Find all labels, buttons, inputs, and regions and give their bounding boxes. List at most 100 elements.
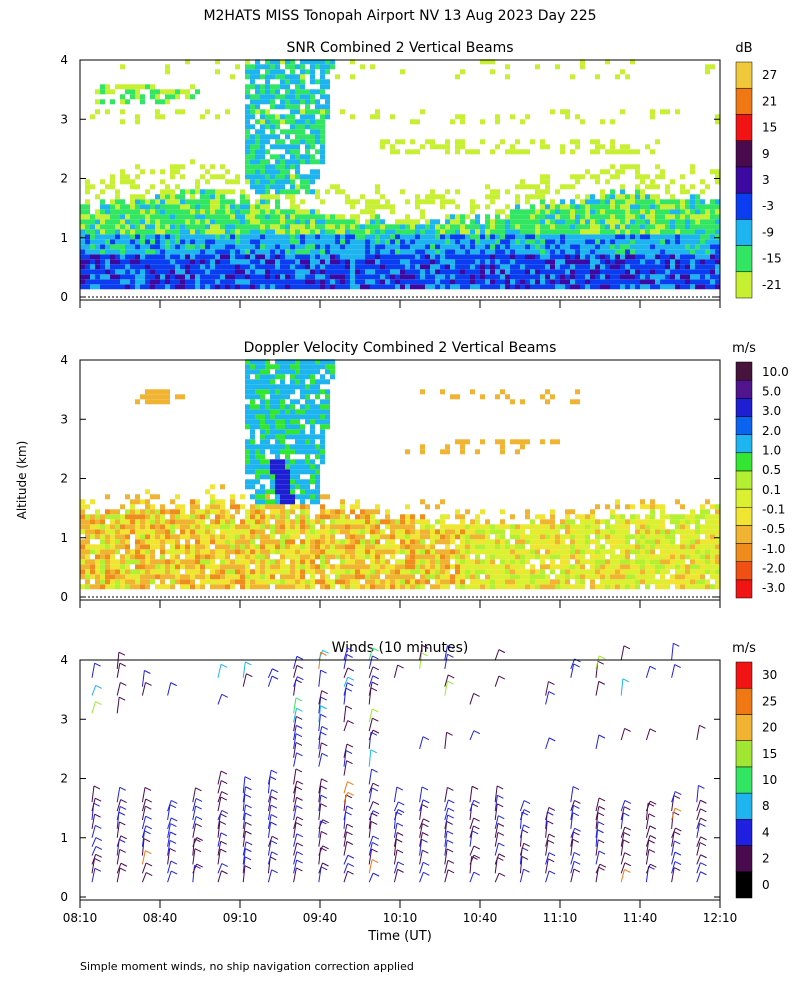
- snr-cell: [535, 254, 540, 259]
- velocity-cell: [320, 564, 325, 569]
- velocity-cell: [370, 529, 375, 534]
- snr-cell: [605, 169, 610, 174]
- velocity-cell: [290, 534, 295, 539]
- velocity-cell: [255, 504, 260, 509]
- velocity-cell: [260, 494, 265, 499]
- snr-cell: [320, 144, 325, 149]
- velocity-cell: [300, 429, 305, 434]
- velocity-cell: [320, 379, 325, 384]
- snr-cell: [460, 249, 465, 254]
- velocity-cell: [165, 549, 170, 554]
- snr-cell: [570, 229, 575, 234]
- velocity-cell: [140, 579, 145, 584]
- snr-cell: [400, 189, 405, 194]
- snr-cell: [580, 269, 585, 274]
- snr-cell: [145, 259, 150, 264]
- snr-cell: [480, 264, 485, 269]
- velocity-cell: [150, 539, 155, 544]
- snr-cell: [260, 194, 265, 199]
- snr-cell: [555, 219, 560, 224]
- snr-cell: [575, 234, 580, 239]
- velocity-cell: [255, 394, 260, 399]
- snr-cell: [225, 279, 230, 284]
- snr-cell: [665, 199, 670, 204]
- snr-cell: [610, 174, 615, 179]
- snr-cell: [140, 264, 145, 269]
- velocity-cell: [260, 564, 265, 569]
- velocity-cell: [140, 499, 145, 504]
- velocity-cell: [395, 569, 400, 574]
- snr-cell: [285, 79, 290, 84]
- snr-cell: [585, 214, 590, 219]
- velocity-cell: [280, 449, 285, 454]
- snr-cell: [555, 204, 560, 209]
- velocity-cell: [185, 514, 190, 519]
- snr-cell: [515, 264, 520, 269]
- velocity-cell: [280, 469, 285, 474]
- snr-cell: [395, 239, 400, 244]
- velocity-cell: [330, 554, 335, 559]
- velocity-cell: [330, 564, 335, 569]
- snr-cell: [245, 154, 250, 159]
- velocity-cell: [445, 449, 450, 454]
- snr-cell: [345, 279, 350, 284]
- snr-cell: [400, 264, 405, 269]
- velocity-cell: [320, 444, 325, 449]
- velocity-cell: [495, 529, 500, 534]
- velocity-cell: [575, 534, 580, 539]
- velocity-cell: [400, 529, 405, 534]
- snr-cell: [90, 254, 95, 259]
- velocity-cell: [290, 524, 295, 529]
- snr-cell: [565, 184, 570, 189]
- snr-cell: [235, 234, 240, 239]
- velocity-cell: [540, 569, 545, 574]
- snr-cell: [375, 204, 380, 209]
- snr-cell: [625, 274, 630, 279]
- snr-cell: [550, 254, 555, 259]
- velocity-cell: [585, 569, 590, 574]
- snr-cell: [150, 84, 155, 89]
- velocity-cell: [230, 559, 235, 564]
- snr-cell: [290, 174, 295, 179]
- snr-cell: [275, 204, 280, 209]
- velocity-cell: [260, 404, 265, 409]
- velocity-cell: [545, 579, 550, 584]
- snr-cell: [110, 209, 115, 214]
- snr-cell: [280, 164, 285, 169]
- snr-cell: [670, 274, 675, 279]
- snr-cell: [390, 149, 395, 154]
- snr-cell: [315, 249, 320, 254]
- snr-cell: [600, 194, 605, 199]
- velocity-cell: [105, 529, 110, 534]
- snr-cell: [330, 244, 335, 249]
- snr-cell: [310, 114, 315, 119]
- snr-cell: [95, 194, 100, 199]
- velocity-cell: [310, 554, 315, 559]
- snr-cell: [365, 254, 370, 259]
- snr-cell: [85, 274, 90, 279]
- snr-cell: [640, 234, 645, 239]
- snr-cell: [380, 234, 385, 239]
- velocity-cell: [470, 559, 475, 564]
- snr-cell: [140, 254, 145, 259]
- colorbar-swatch: [736, 167, 752, 193]
- snr-cell: [580, 284, 585, 289]
- velocity-cell: [460, 519, 465, 524]
- snr-cell: [195, 284, 200, 289]
- snr-cell: [615, 219, 620, 224]
- snr-cell: [530, 274, 535, 279]
- velocity-cell: [250, 529, 255, 534]
- snr-cell: [635, 164, 640, 169]
- velocity-cell: [440, 524, 445, 529]
- snr-cell: [360, 64, 365, 69]
- velocity-cell: [470, 524, 475, 529]
- snr-cell: [310, 119, 315, 124]
- snr-cell: [715, 239, 720, 244]
- snr-cell: [185, 239, 190, 244]
- velocity-cell: [190, 514, 195, 519]
- snr-cell: [545, 179, 550, 184]
- velocity-cell: [520, 564, 525, 569]
- velocity-cell: [150, 564, 155, 569]
- snr-cell: [295, 249, 300, 254]
- velocity-cell: [100, 574, 105, 579]
